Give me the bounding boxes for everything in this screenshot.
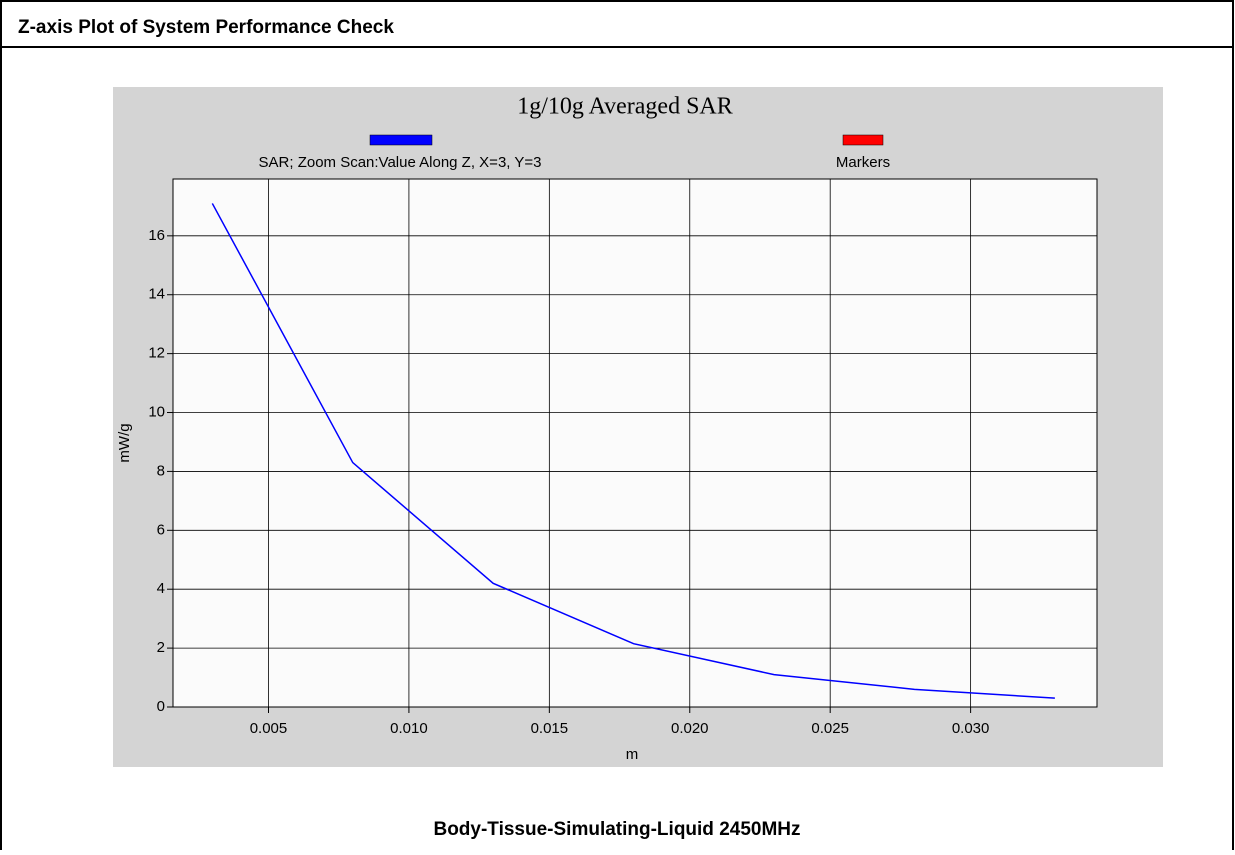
x-tick-label: 0.005 — [250, 720, 288, 737]
y-tick-label: 16 — [148, 227, 165, 244]
y-tick-label: 10 — [148, 403, 165, 420]
y-tick-label: 0 — [157, 698, 165, 715]
x-tick-label: 0.030 — [952, 720, 990, 737]
x-tick-label: 0.015 — [531, 720, 569, 737]
x-tick-label: 0.025 — [811, 720, 849, 737]
legend-label: Markers — [836, 154, 890, 171]
header-box — [0, 0, 1234, 48]
y-tick-label: 14 — [148, 286, 165, 303]
header-title: Z-axis Plot of System Performance Check — [18, 17, 394, 38]
legend-swatch — [842, 134, 884, 146]
y-tick-label: 6 — [157, 521, 165, 538]
y-tick-label: 8 — [157, 462, 165, 479]
legend-swatch — [369, 134, 433, 146]
y-axis-label: mW/g — [116, 423, 133, 462]
data-line — [211, 203, 1055, 699]
x-tick-label: 0.020 — [671, 720, 709, 737]
y-tick-label: 4 — [157, 580, 165, 597]
x-axis-label: m — [626, 746, 639, 763]
chart-title: 1g/10g Averaged SAR — [517, 94, 733, 120]
plot-area — [172, 178, 1098, 708]
legend-label: SAR; Zoom Scan:Value Along Z, X=3, Y=3 — [259, 154, 542, 171]
y-tick-label: 12 — [148, 345, 165, 362]
footer-caption: Body-Tissue-Simulating-Liquid 2450MHz — [433, 819, 800, 840]
y-tick-label: 2 — [157, 639, 165, 656]
x-tick-label: 0.010 — [390, 720, 428, 737]
